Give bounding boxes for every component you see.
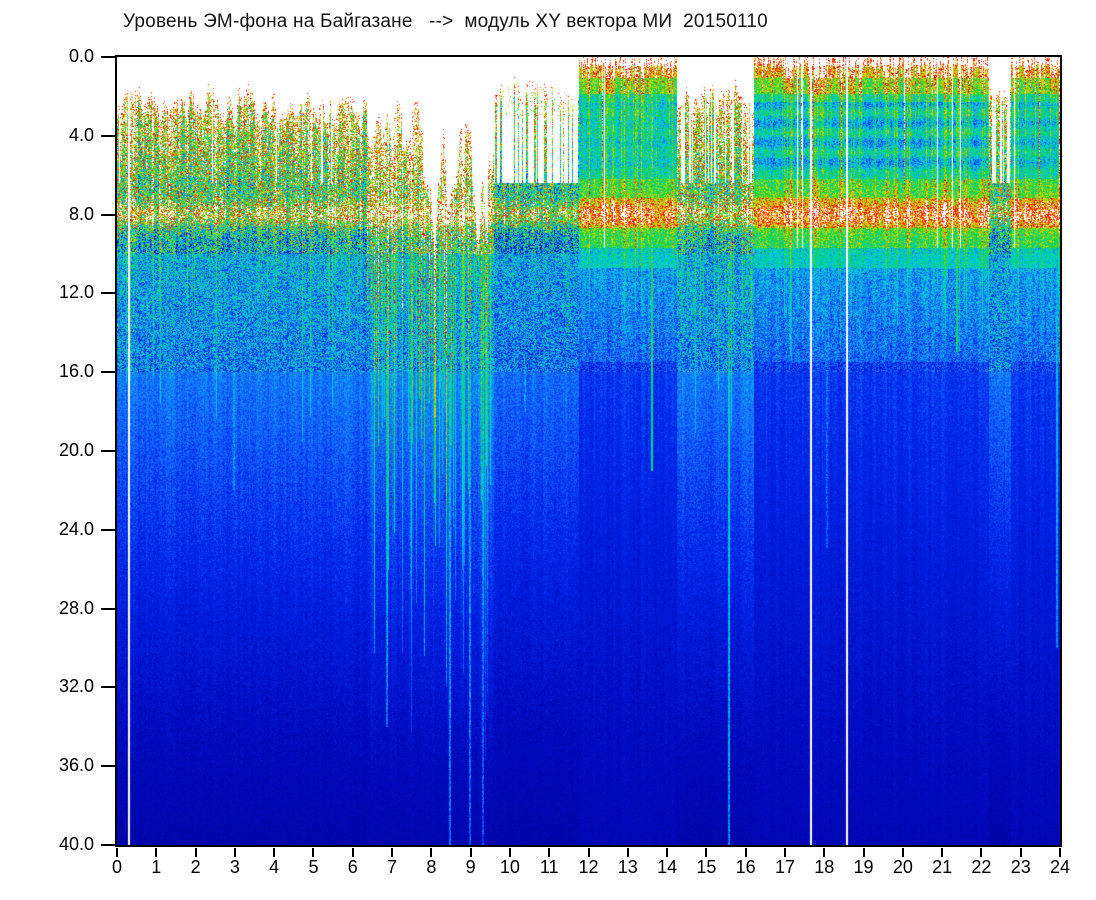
x-tick-label: 3 bbox=[229, 857, 240, 877]
y-tick-label: 4.0 bbox=[68, 124, 94, 145]
x-tick-mark bbox=[783, 848, 786, 857]
y-tick-label: 20.0 bbox=[58, 440, 94, 460]
x-tick-label: 20 bbox=[892, 857, 913, 877]
x-tick-mark bbox=[508, 848, 511, 857]
x-tick-mark bbox=[548, 848, 551, 857]
y-tick-label: 12.0 bbox=[58, 282, 94, 303]
y-tick-mark bbox=[101, 56, 115, 58]
y-tick-label: 40.0 bbox=[58, 834, 94, 854]
x-tick-mark bbox=[351, 848, 354, 857]
x-tick-label: 6 bbox=[347, 857, 358, 877]
x-tick-mark bbox=[587, 848, 590, 857]
plot-frame bbox=[115, 55, 1062, 847]
y-tick-mark bbox=[101, 292, 115, 295]
y-tick-mark bbox=[101, 844, 115, 846]
y-tick-label: 8.0 bbox=[68, 203, 94, 224]
y-tick-label: 28.0 bbox=[58, 597, 94, 618]
x-tick-mark bbox=[155, 848, 158, 857]
y-tick-mark bbox=[101, 134, 115, 137]
x-tick-label: 19 bbox=[853, 857, 874, 877]
x-tick-label: 21 bbox=[932, 857, 953, 877]
x-tick-mark bbox=[430, 848, 433, 857]
x-tick-mark bbox=[941, 848, 944, 857]
y-tick-label: 36.0 bbox=[58, 755, 94, 776]
y-tick-mark bbox=[101, 607, 115, 610]
x-tick-label: 9 bbox=[465, 857, 476, 877]
x-tick-mark bbox=[980, 848, 983, 857]
spectrogram-canvas bbox=[117, 57, 1060, 845]
y-tick-mark bbox=[101, 765, 115, 768]
y-tick-mark bbox=[101, 686, 115, 689]
x-tick-mark bbox=[1059, 848, 1061, 857]
x-tick-label: 5 bbox=[308, 857, 319, 877]
x-tick-label: 1 bbox=[151, 857, 162, 877]
x-tick-label: 11 bbox=[539, 857, 559, 877]
x-tick-label: 17 bbox=[774, 857, 795, 877]
x-tick-label: 2 bbox=[190, 857, 201, 877]
x-tick-label: 4 bbox=[269, 857, 280, 877]
x-tick-mark bbox=[744, 848, 747, 857]
x-tick-mark bbox=[862, 848, 865, 857]
x-tick-label: 15 bbox=[696, 857, 717, 877]
x-tick-mark bbox=[312, 848, 315, 857]
x-tick-label: 18 bbox=[814, 857, 835, 877]
x-tick-label: 7 bbox=[387, 857, 398, 877]
x-tick-mark bbox=[626, 848, 629, 857]
y-tick-mark bbox=[101, 213, 115, 216]
x-tick-label: 14 bbox=[657, 857, 678, 877]
x-tick-label: 8 bbox=[426, 857, 437, 877]
x-tick-label: 0 bbox=[111, 857, 122, 877]
x-tick-label: 22 bbox=[971, 857, 992, 877]
x-tick-label: 13 bbox=[617, 857, 638, 877]
x-tick-mark bbox=[273, 848, 276, 857]
y-tick-mark bbox=[101, 371, 115, 374]
x-tick-mark bbox=[194, 848, 197, 857]
x-tick-mark bbox=[1019, 848, 1022, 857]
y-tick-label: 24.0 bbox=[58, 518, 94, 539]
x-tick-mark bbox=[116, 848, 118, 857]
x-tick-label: 24 bbox=[1049, 857, 1071, 877]
y-tick-label: 0.0 bbox=[68, 46, 94, 66]
x-tick-mark bbox=[233, 848, 236, 857]
y-tick-label: 16.0 bbox=[58, 361, 94, 382]
y-tick-mark bbox=[101, 450, 115, 452]
x-tick-label: 10 bbox=[499, 857, 520, 877]
x-tick-mark bbox=[823, 848, 826, 857]
x-tick-mark bbox=[901, 848, 904, 857]
y-tick-label: 32.0 bbox=[58, 676, 94, 697]
x-tick-label: 16 bbox=[735, 857, 756, 877]
x-tick-label: 12 bbox=[578, 857, 599, 877]
chart-title: Уровень ЭМ-фона на Байгазане --> модуль … bbox=[123, 11, 768, 32]
x-tick-mark bbox=[666, 848, 669, 857]
y-tick-mark bbox=[101, 528, 115, 531]
x-tick-mark bbox=[391, 848, 394, 857]
x-tick-mark bbox=[705, 848, 708, 857]
x-tick-label: 23 bbox=[1010, 857, 1031, 877]
x-tick-mark bbox=[469, 848, 472, 857]
